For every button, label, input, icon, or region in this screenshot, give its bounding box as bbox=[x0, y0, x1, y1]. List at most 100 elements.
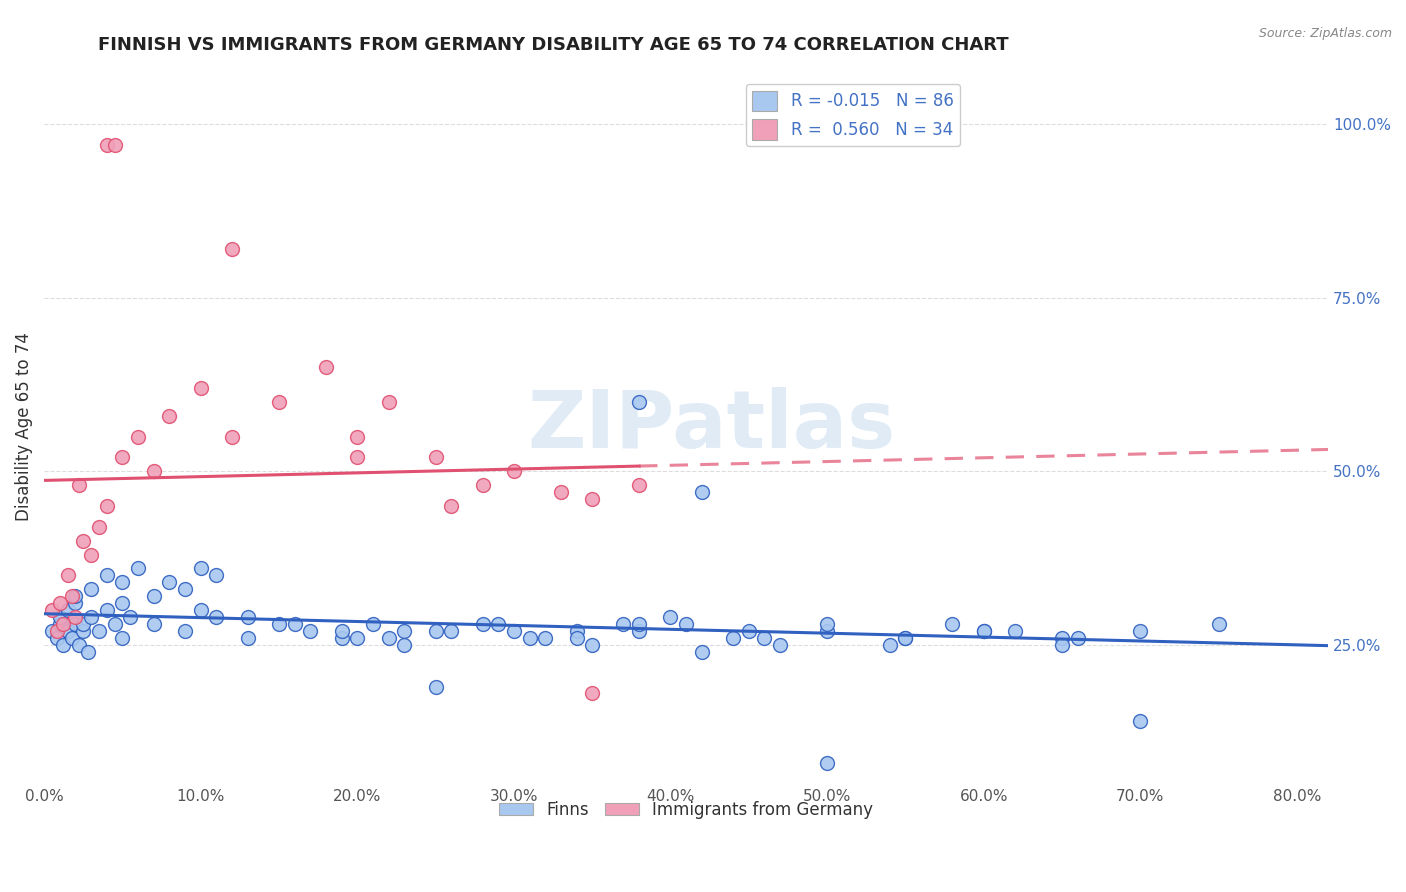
Point bbox=[190, 603, 212, 617]
Point bbox=[60, 631, 83, 645]
Point bbox=[236, 631, 259, 645]
Point bbox=[534, 631, 557, 645]
Point bbox=[87, 624, 110, 638]
Point bbox=[330, 624, 353, 638]
Point bbox=[394, 638, 416, 652]
Point bbox=[72, 533, 94, 548]
Point bbox=[87, 520, 110, 534]
Point bbox=[142, 464, 165, 478]
Point bbox=[1004, 624, 1026, 638]
Point bbox=[111, 450, 134, 465]
Text: FINNISH VS IMMIGRANTS FROM GERMANY DISABILITY AGE 65 TO 74 CORRELATION CHART: FINNISH VS IMMIGRANTS FROM GERMANY DISAB… bbox=[98, 36, 1010, 54]
Point bbox=[205, 568, 228, 582]
Point bbox=[425, 450, 447, 465]
Point bbox=[894, 631, 917, 645]
Point bbox=[127, 561, 149, 575]
Point bbox=[111, 575, 134, 590]
Point bbox=[284, 617, 307, 632]
Point bbox=[56, 603, 79, 617]
Point bbox=[361, 617, 384, 632]
Point bbox=[142, 589, 165, 603]
Point bbox=[299, 624, 322, 638]
Point bbox=[41, 603, 63, 617]
Point bbox=[80, 548, 103, 562]
Point bbox=[77, 645, 100, 659]
Point bbox=[67, 638, 90, 652]
Point bbox=[721, 631, 744, 645]
Point bbox=[80, 610, 103, 624]
Point bbox=[330, 631, 353, 645]
Point bbox=[471, 617, 494, 632]
Point bbox=[315, 360, 337, 375]
Point bbox=[96, 499, 118, 513]
Point bbox=[486, 617, 509, 632]
Point bbox=[56, 568, 79, 582]
Point bbox=[174, 624, 197, 638]
Point bbox=[675, 617, 697, 632]
Point bbox=[941, 617, 963, 632]
Point bbox=[425, 680, 447, 694]
Point bbox=[628, 394, 651, 409]
Point bbox=[65, 617, 87, 632]
Point bbox=[190, 381, 212, 395]
Point bbox=[738, 624, 761, 638]
Point bbox=[96, 603, 118, 617]
Point bbox=[1066, 631, 1088, 645]
Point bbox=[394, 624, 416, 638]
Point bbox=[67, 478, 90, 492]
Point bbox=[120, 610, 142, 624]
Point bbox=[581, 686, 603, 700]
Point bbox=[377, 631, 399, 645]
Point bbox=[157, 409, 180, 423]
Point bbox=[72, 617, 94, 632]
Point bbox=[581, 638, 603, 652]
Point bbox=[127, 429, 149, 443]
Point bbox=[894, 631, 917, 645]
Point bbox=[1129, 714, 1152, 729]
Point bbox=[346, 631, 368, 645]
Point bbox=[879, 638, 901, 652]
Point bbox=[65, 596, 87, 610]
Point bbox=[52, 638, 75, 652]
Point bbox=[612, 617, 634, 632]
Y-axis label: Disability Age 65 to 74: Disability Age 65 to 74 bbox=[15, 332, 32, 521]
Point bbox=[690, 645, 713, 659]
Point bbox=[502, 624, 524, 638]
Point bbox=[471, 478, 494, 492]
Point bbox=[60, 589, 83, 603]
Point bbox=[440, 624, 463, 638]
Point bbox=[377, 394, 399, 409]
Point bbox=[440, 499, 463, 513]
Point bbox=[1129, 624, 1152, 638]
Point bbox=[565, 624, 588, 638]
Point bbox=[45, 631, 67, 645]
Point bbox=[111, 596, 134, 610]
Point bbox=[973, 624, 995, 638]
Point bbox=[346, 450, 368, 465]
Point bbox=[628, 617, 651, 632]
Point bbox=[65, 610, 87, 624]
Point bbox=[815, 624, 838, 638]
Point bbox=[815, 617, 838, 632]
Point bbox=[973, 624, 995, 638]
Point bbox=[519, 631, 541, 645]
Point bbox=[49, 610, 72, 624]
Point bbox=[52, 617, 75, 632]
Text: ZIPatlas: ZIPatlas bbox=[527, 387, 896, 465]
Point bbox=[581, 491, 603, 506]
Point bbox=[49, 617, 72, 632]
Point bbox=[111, 631, 134, 645]
Point bbox=[346, 429, 368, 443]
Point bbox=[769, 638, 792, 652]
Point bbox=[815, 756, 838, 770]
Point bbox=[65, 589, 87, 603]
Point bbox=[157, 575, 180, 590]
Point bbox=[56, 624, 79, 638]
Point bbox=[550, 485, 572, 500]
Point bbox=[425, 624, 447, 638]
Point bbox=[1208, 617, 1230, 632]
Point bbox=[690, 485, 713, 500]
Point bbox=[41, 624, 63, 638]
Point bbox=[502, 464, 524, 478]
Point bbox=[142, 617, 165, 632]
